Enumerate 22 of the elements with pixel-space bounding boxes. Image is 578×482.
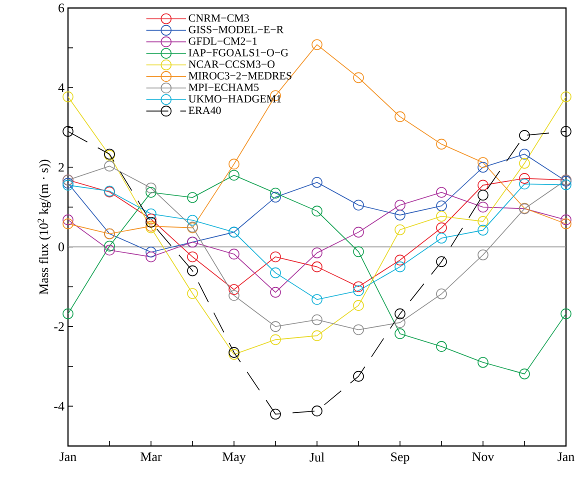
legend-label: IAP−FGOALS1−O−G — [188, 49, 288, 56]
y-tick-label: 0 — [58, 242, 64, 252]
y-tick-label: -2 — [54, 322, 64, 331]
y-tick-label: 6 — [58, 4, 64, 12]
x-tick-label: May — [222, 452, 246, 464]
legend-label: GFDL−CM2−1 — [188, 37, 257, 45]
legend-label: GISS−MODEL−E−R — [188, 26, 284, 34]
x-tick-label: Jan — [60, 452, 76, 462]
legend-label: ERA40 — [188, 106, 221, 114]
y-tick-label: 2 — [58, 162, 64, 172]
legend-label: MPI−ECHAM5 — [188, 84, 259, 91]
legend-label: CNRM−CM3 — [188, 14, 249, 22]
y-tick-label: 4 — [58, 83, 64, 92]
y-axis-title: Mass flux (10$^{2}$ kg/(m · s)) — [38, 160, 51, 294]
x-tick-label: Jul — [310, 452, 324, 462]
x-tick-label: Sep — [391, 452, 410, 464]
legend-label: MIROC3−2−MEDRES — [188, 72, 292, 80]
legend-label: NCAR−CCSM3−O — [188, 60, 275, 68]
y-tick-label: -4 — [54, 402, 64, 410]
x-tick-label: Jan — [558, 452, 574, 462]
x-tick-label: Mar — [140, 452, 162, 462]
x-tick-label: Nov — [472, 452, 494, 462]
